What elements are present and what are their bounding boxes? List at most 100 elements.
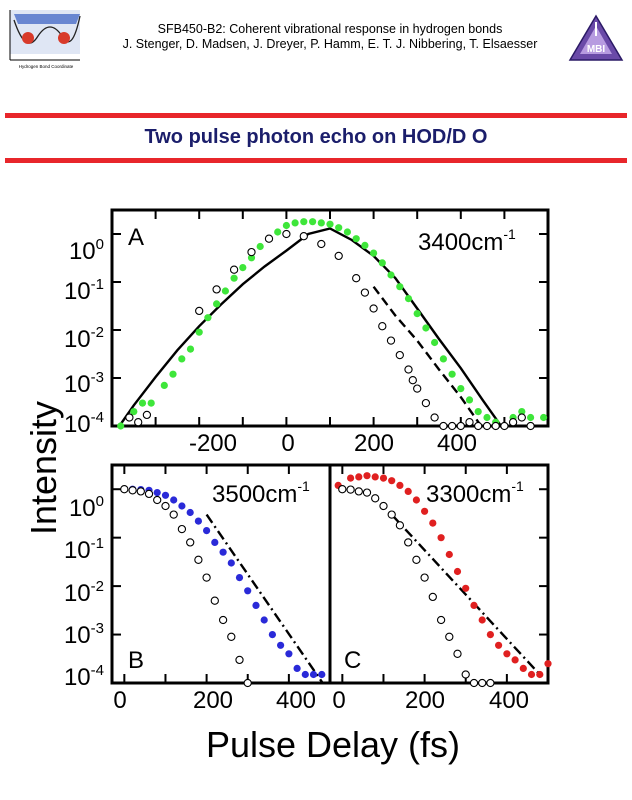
panel-a-echo-point — [117, 422, 125, 430]
panel-a-autocorrelation-point — [378, 322, 387, 331]
panel-b-autocorrelation-point — [169, 510, 178, 519]
panel-b-echo-point — [170, 496, 178, 504]
panel-a-xtick-2: 200 — [354, 430, 394, 457]
panel-a-autocorrelation-point — [491, 421, 500, 431]
panel-c-autocorrelation-point — [387, 510, 396, 519]
panel-b-autocorrelation-point — [235, 655, 244, 665]
panel-c-echo-point — [347, 474, 355, 482]
panel-a-echo-point — [352, 235, 360, 243]
panel-b-echo-point — [293, 664, 301, 673]
panel-a-echo-point — [518, 408, 526, 416]
panel-b-echo-point — [285, 650, 293, 658]
panel-a-echo-point — [160, 381, 168, 389]
panel-b-x-tick-labels: 0 200 400 — [113, 687, 316, 714]
panel-a-xtick-3: 400 — [437, 430, 477, 457]
panel-a-ytick-2: 10-2 — [64, 324, 104, 353]
panel-a-echo-point — [274, 228, 282, 236]
panel-b-xtick-0: 0 — [113, 687, 126, 714]
panel-c-xtick-1: 200 — [405, 687, 445, 714]
panel-b-echo-point — [203, 527, 211, 535]
panel-a-echo-point — [317, 219, 325, 227]
panel-a-echo-point — [147, 399, 155, 407]
panel-b-echo-point — [260, 616, 268, 624]
slide-title: Two pulse photon echo on HOD/D O — [144, 126, 488, 148]
panel-c-echo-point — [355, 473, 363, 481]
panel-c-autocorrelation-point — [436, 615, 446, 625]
panel-c-autocorrelation-point — [461, 670, 470, 679]
panel-a-letter: A — [128, 224, 144, 251]
panel-a-autocorrelation-point — [430, 413, 439, 422]
panel-c-echo-point — [445, 550, 453, 559]
panel-a-autocorrelation-point — [395, 350, 404, 360]
panel-b-dashdot-fit-line — [205, 513, 325, 683]
panel-b-autocorrelation-point — [144, 489, 154, 499]
shared-y-axis-label: Intensity — [23, 401, 64, 535]
panel-c-autocorrelation-point — [486, 678, 495, 688]
panel-a-echo-point — [439, 355, 447, 363]
panel-a-autocorrelation-point — [465, 418, 474, 427]
panel-a-autocorrelation-point — [369, 304, 378, 313]
panel-c-echo-point — [519, 664, 527, 673]
panel-a-autocorrelation-point — [352, 274, 361, 283]
panel-a-autocorrelation-point — [142, 410, 152, 420]
panel-c-dashdot-fit-line — [390, 513, 541, 676]
panel-b-autocorrelation-point — [136, 487, 145, 496]
panel-c-xtick-2: 400 — [489, 687, 529, 714]
panel-b-echo-point — [252, 601, 260, 610]
panel-b-echo-point — [268, 631, 276, 639]
panel-c-autocorrelation-point — [354, 487, 363, 496]
panel-a-echo-point — [300, 218, 308, 226]
panel-b-y-tick-labels: 100 10-1 10-2 10-3 10-4 — [64, 493, 104, 691]
panel-b-autocorrelation-point — [243, 678, 252, 688]
panel-b-autocorrelation-point — [161, 501, 170, 511]
panel-c-echo-point — [363, 472, 371, 480]
mbi-logo-text: MBI — [587, 44, 606, 55]
panel-c-echo-point — [421, 507, 429, 515]
panel-b-xtick-2: 400 — [276, 687, 316, 714]
panel-a-echo-point — [130, 408, 138, 416]
panel-c-x-tick-labels: 0 200 400 — [332, 687, 529, 714]
panel-a-echo-point — [527, 413, 535, 422]
bottom-red-rule — [5, 158, 627, 163]
panel-a-autocorrelation-point — [195, 306, 204, 316]
panel-a-echo-point — [282, 221, 290, 230]
panel-a-echo-point — [195, 328, 203, 336]
panel-a-autocorrelation-point — [125, 413, 134, 422]
panel-a-autocorrelation-point — [526, 421, 535, 431]
panel-a-autocorrelation-point — [447, 421, 457, 431]
panel-a-autocorrelation-point — [500, 421, 509, 431]
panel-c-echo-point — [462, 584, 470, 592]
panel-a-echo-point — [178, 355, 186, 363]
panel-a-autocorrelation-point — [360, 288, 370, 297]
panel-a-echo-point — [256, 242, 264, 251]
mbi-logo-inner — [580, 26, 612, 54]
panel-a-echo-point — [169, 370, 177, 378]
panel-b-echo-point — [161, 491, 170, 499]
panel-c-autocorrelation-point — [445, 632, 454, 641]
panel-c-echo-point — [429, 519, 437, 527]
panel-a-echo-point — [309, 218, 317, 226]
panel-a-echo-point — [540, 413, 548, 422]
panel-c-autocorrelation-point — [395, 521, 405, 530]
panel-a-echo-point — [204, 314, 212, 322]
panel-a-autocorrelation-point — [517, 413, 526, 422]
panel-b-echo-point — [178, 502, 186, 510]
panel-a-autocorrelation-point — [456, 421, 465, 431]
panel-a-echo-point — [326, 220, 334, 228]
panel-c-echo-point — [544, 660, 552, 668]
panel-b-letter: B — [128, 647, 144, 674]
panel-a-echo-point — [448, 370, 456, 378]
panel-a-echo-point — [230, 274, 238, 282]
panel-c-echo-point — [388, 477, 396, 485]
panel-b-echo-point — [186, 508, 194, 517]
panel-b-autocorrelation-point — [202, 573, 211, 582]
panel-a-echo-point — [213, 300, 221, 308]
panel-a-echo-point — [335, 224, 343, 232]
panel-a-autocorrelation-point — [386, 336, 396, 345]
logo-axis-label: Hydrogen Bond Coordinate — [19, 64, 74, 69]
panel-c-autocorrelation-point — [420, 573, 429, 582]
panel-a-echo-point — [378, 259, 386, 267]
panel-a-echo-point — [431, 338, 439, 347]
hydrogen-bond-potential-logo: Hydrogen Bond Coordinate — [9, 10, 81, 69]
